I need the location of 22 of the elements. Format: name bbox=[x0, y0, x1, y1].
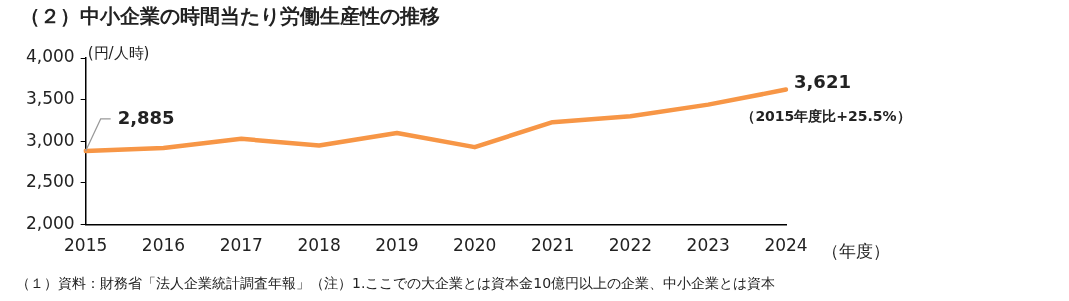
data-label: 2,885 bbox=[117, 106, 175, 128]
y-tick-label: 3,500 bbox=[26, 88, 75, 109]
annotation: （2015年度比+25.5%） bbox=[741, 108, 911, 125]
text: （１）資料：財務省「法人企業統計調査年報」（注）1.ここでの大企業とは資本金10億円以上の企業、中小企業とは資本 bbox=[16, 274, 776, 291]
x-tick-label: 2023 bbox=[686, 235, 730, 256]
x-tick-label: 2018 bbox=[297, 235, 341, 256]
x-tick-label: 2020 bbox=[453, 235, 497, 256]
x-tick-label: 2024 bbox=[764, 235, 808, 256]
y-tick-label: 3,000 bbox=[26, 129, 75, 150]
chart-title: （２）中小企業の時間当たり労働生産性の推移 bbox=[20, 4, 440, 29]
x-tick-label: 2017 bbox=[219, 235, 263, 256]
y-axis-title: (円/人時) bbox=[87, 43, 150, 62]
y-tick-label: 2,500 bbox=[26, 171, 75, 192]
x-tick-label: 2022 bbox=[608, 235, 652, 256]
y-tick-label: 2,000 bbox=[26, 213, 75, 234]
x-axis-title: （年度） bbox=[822, 241, 890, 262]
y-tick-label: 4,000 bbox=[26, 46, 75, 67]
x-tick-label: 2016 bbox=[141, 235, 186, 256]
data-label: 3,621 bbox=[794, 71, 851, 93]
x-tick-label: 2019 bbox=[375, 235, 419, 256]
x-tick-label: 2015 bbox=[64, 235, 108, 256]
x-tick-label: 2021 bbox=[530, 235, 575, 256]
